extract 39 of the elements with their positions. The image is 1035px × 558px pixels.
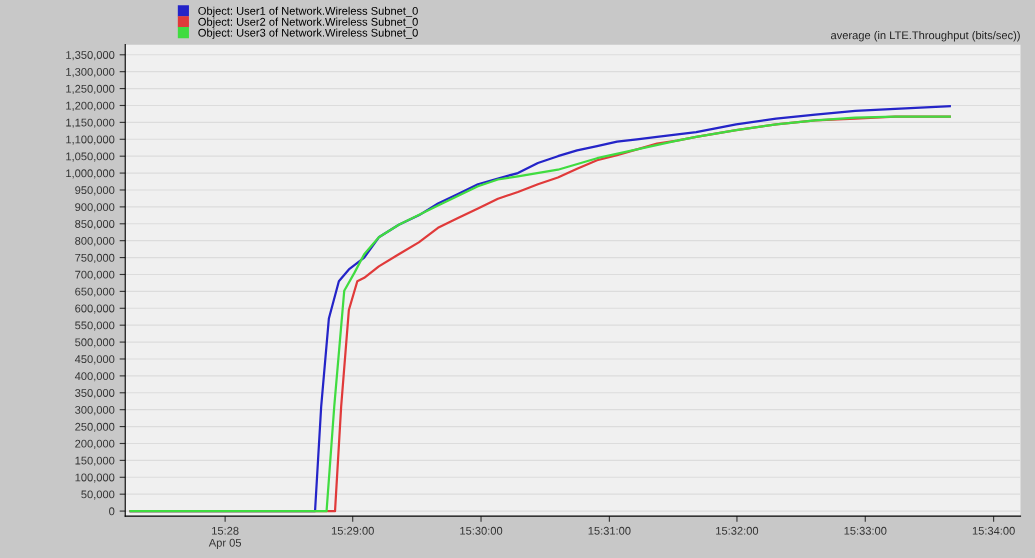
x-tick-label: 15:31:00 xyxy=(588,526,631,535)
y-tick-label: 1,050,000 xyxy=(66,152,115,162)
y-tick-label: 1,300,000 xyxy=(66,67,115,78)
y-tick-label: 1,000,000 xyxy=(66,169,115,179)
y-tick-label: 600,000 xyxy=(75,304,115,314)
y-tick-label: 1,150,000 xyxy=(66,118,115,128)
y-tick-label: 950,000 xyxy=(75,186,115,196)
y-tick-label: 0 xyxy=(109,507,115,516)
y-tick-label: 1,250,000 xyxy=(66,84,115,95)
x-tick-label: 15:29:00 xyxy=(331,526,374,535)
x-tick-label: 15:28 Apr 05 xyxy=(208,526,242,549)
y-tick-label: 750,000 xyxy=(75,253,115,264)
y-tick-label: 250,000 xyxy=(75,422,115,433)
legend-label: Object: User2 of Network.Wireless Subnet_0 xyxy=(198,17,418,28)
y-tick-label: 800,000 xyxy=(75,236,115,247)
x-tick-label: 15:34:00 xyxy=(972,526,1015,535)
y-tick-label: 450,000 xyxy=(74,355,115,365)
y-tick-label: 850,000 xyxy=(75,220,115,230)
y-tick-label: 1,200,000 xyxy=(66,101,115,111)
y-tick-label: 100,000 xyxy=(75,473,115,483)
y-tick-label: 550,000 xyxy=(75,321,115,331)
y-tick-label: 300,000 xyxy=(75,405,115,416)
y-tick-label: 650,000 xyxy=(75,287,115,297)
y-tick-label: 50,000 xyxy=(81,490,115,500)
y-tick-label: 900,000 xyxy=(75,203,115,213)
x-tick-label: 15:33:00 xyxy=(844,526,887,535)
y-tick-label: 200,000 xyxy=(75,439,115,449)
y-tick-label: 700,000 xyxy=(75,270,115,280)
legend-label: Object: User3 of Network.Wireless Subnet_0 xyxy=(198,28,418,39)
y-tick-label: 500,000 xyxy=(75,338,115,348)
y-tick-label: 150,000 xyxy=(75,456,115,466)
y-tick-label: 350,000 xyxy=(75,389,115,399)
chart-title: average (in LTE.Throughput (bits/sec)) xyxy=(830,31,1020,42)
legend-label: Object: User1 of Network.Wireless Subnet_0 xyxy=(198,6,418,18)
y-tick-label: 400,000 xyxy=(74,372,115,382)
x-tick-label: 15:30:00 xyxy=(460,526,503,535)
x-tick-label: 15:32:00 xyxy=(716,526,759,535)
y-tick-label: 1,350,000 xyxy=(66,51,115,61)
y-tick-label: 1,100,000 xyxy=(66,135,115,145)
